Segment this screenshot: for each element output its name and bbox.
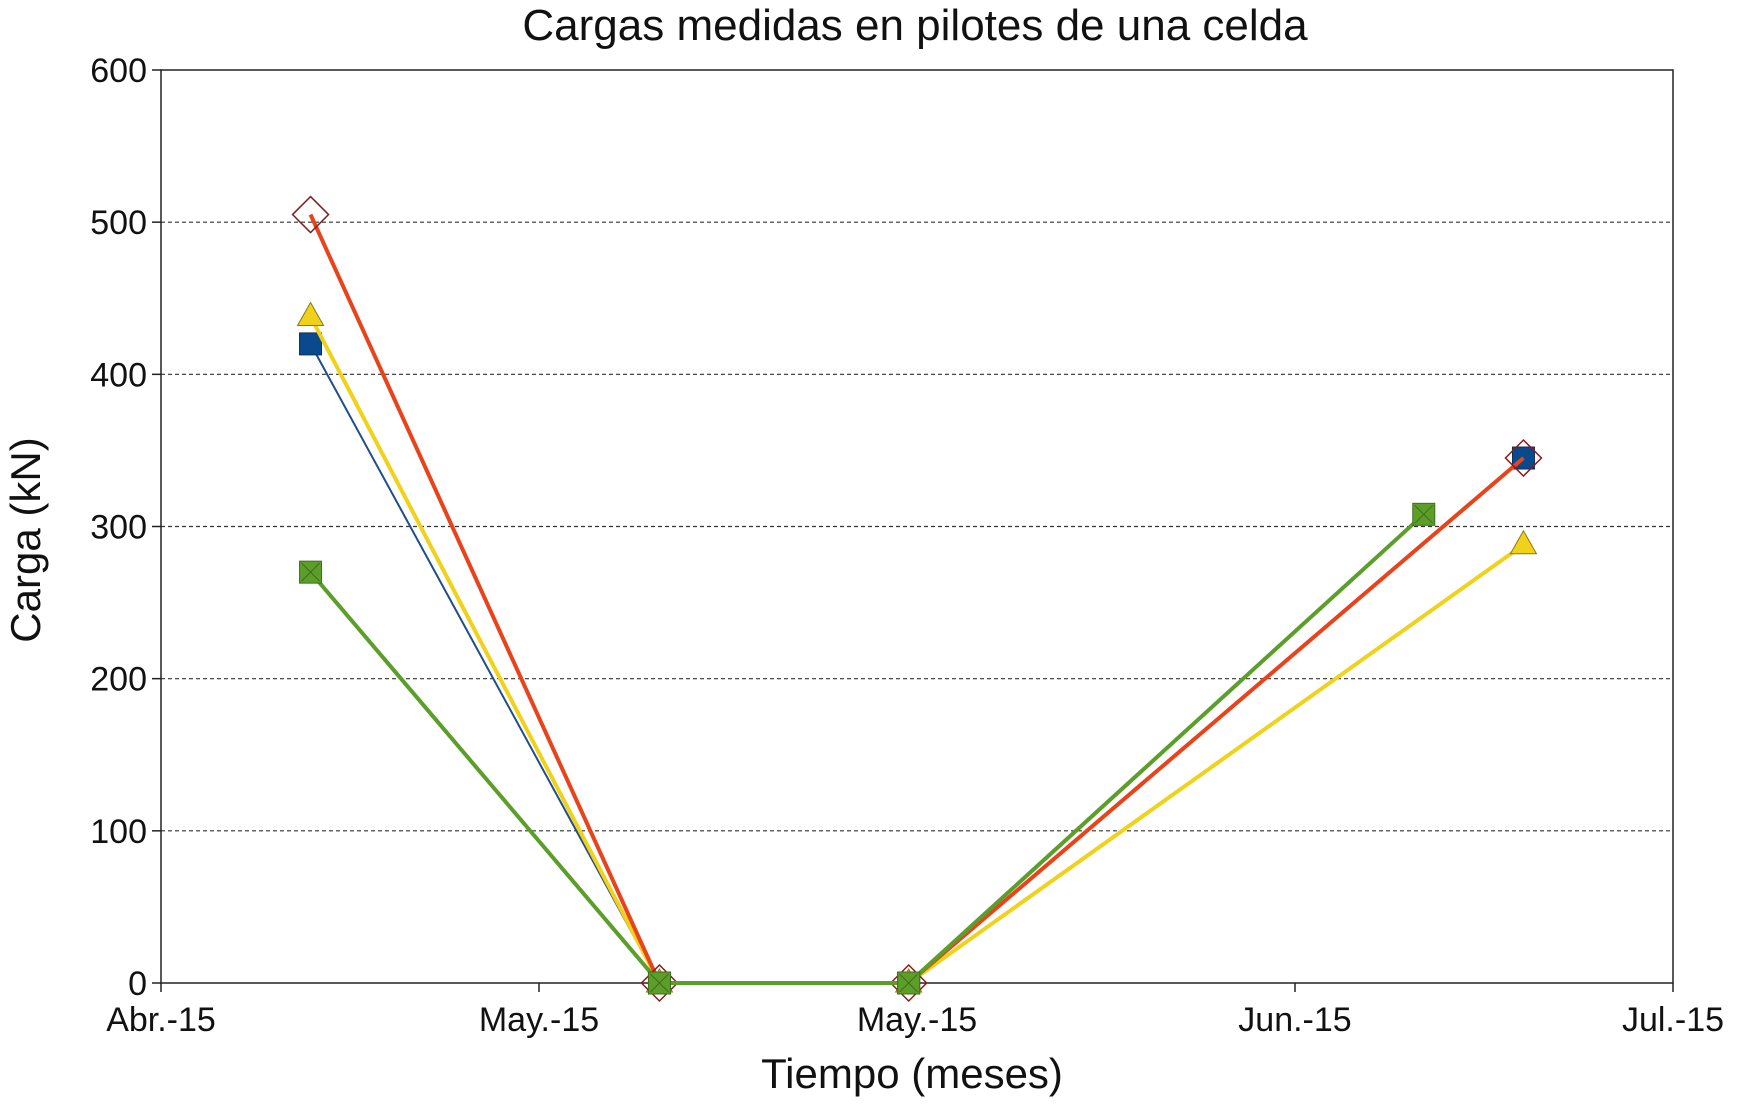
series-1 <box>299 332 1535 995</box>
x-axis: Abr.-15 May.-15 May.-15 Jun.-15 Jul.-15 <box>106 983 1724 1039</box>
y-axis-label: Carga (kN) <box>2 437 49 642</box>
grid-lines <box>161 221 1673 832</box>
chart-title: Cargas medidas en pilotes de una celda <box>522 1 1308 50</box>
data-point-square <box>299 332 323 356</box>
data-point-diamond <box>889 963 928 1003</box>
data-point-diamond <box>1504 438 1543 478</box>
y-tick-label: 500 <box>90 204 147 242</box>
series-line <box>309 512 1426 985</box>
x-tick-label: May.-15 <box>857 1001 977 1039</box>
data-point-triangle <box>1509 529 1538 555</box>
data-point-cross <box>650 973 669 993</box>
data-point-diamond <box>291 195 330 234</box>
series-line <box>308 213 1525 985</box>
x-tick-label: May.-15 <box>479 1001 599 1039</box>
y-tick-label: 600 <box>90 52 147 90</box>
data-point-triangle <box>296 301 325 327</box>
data-point-cross <box>899 973 919 993</box>
y-tick-label: 0 <box>128 965 147 1003</box>
series-3 <box>291 195 1543 1003</box>
data-point-cross <box>301 562 320 582</box>
x-tick-label: Jul.-15 <box>1622 1001 1724 1039</box>
series-2 <box>296 301 1538 993</box>
series-group <box>291 195 1543 1003</box>
series-4 <box>299 502 1436 995</box>
x-tick-label: Abr.-15 <box>106 1001 216 1039</box>
y-tick-label: 300 <box>90 509 147 547</box>
data-point-cross <box>1414 504 1434 524</box>
x-axis-label: Tiempo (meses) <box>761 1050 1063 1097</box>
y-tick-label: 200 <box>90 661 147 699</box>
series-line <box>308 315 1525 985</box>
y-axis: 0 100 200 300 400 500 600 <box>90 52 161 1003</box>
y-tick-label: 100 <box>90 813 147 851</box>
y-tick-label: 400 <box>90 356 147 394</box>
data-point-diamond <box>640 963 679 1003</box>
x-tick-label: Jun.-15 <box>1238 1001 1351 1039</box>
